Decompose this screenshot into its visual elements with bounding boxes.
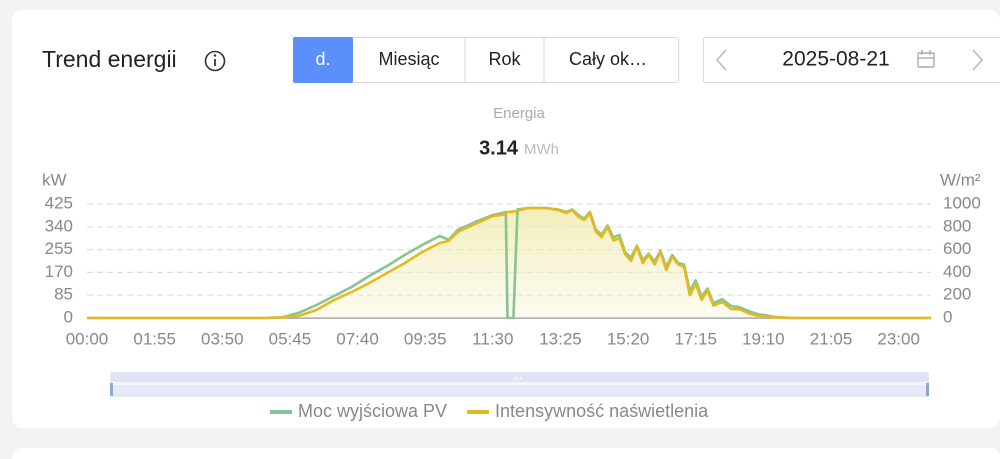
date-picker: 2025-08-21	[703, 37, 1000, 83]
summary-unit: MWh	[524, 141, 559, 158]
legend-label: Moc wyjściowa PV	[298, 401, 447, 421]
tab-active[interactable]	[293, 37, 353, 83]
y2-tick-label: 600	[943, 239, 971, 258]
next-arrow[interactable]	[972, 49, 984, 71]
y-tick-label: 0	[64, 307, 73, 326]
x-tick-label: 23:00	[877, 329, 920, 348]
card-title: Trend energii	[42, 46, 177, 72]
legend-label: Intensywność naświetlenia	[495, 401, 709, 421]
y2-tick-label: 400	[943, 262, 971, 281]
x-tick-label: 07:40	[336, 329, 379, 348]
y-tick-label: 85	[54, 285, 73, 304]
legend: Moc wyjściowa PV Intensywność naświetleni…	[270, 401, 709, 421]
y-tick-label: 255	[45, 239, 73, 258]
prev-arrow[interactable]	[715, 49, 727, 71]
tab[interactable]: Cały ok…	[569, 49, 647, 69]
x-tick-label: 19:10	[742, 329, 785, 348]
area	[87, 208, 931, 318]
x-tick-label: 00:00	[66, 329, 109, 348]
x-tick-label: 11:30	[472, 329, 513, 348]
summary-value: 3.14	[479, 137, 519, 159]
tab-group: d. Miesiąc Rok Cały ok…	[293, 37, 679, 83]
summary-label: Energia	[493, 105, 545, 122]
y2-tick-label: 1000	[943, 193, 981, 212]
x-tick-label: 17:15	[674, 329, 717, 348]
plot: 0 85 170 255 340 425 0 200 400 600 800 1000 00:00 01:…	[45, 193, 981, 348]
y2-tick-label: 0	[943, 307, 952, 326]
legend-item[interactable]: Moc wyjściowa PV	[270, 401, 447, 421]
y-tick-label: 425	[45, 193, 73, 212]
y2-axis-unit: W/m²	[940, 170, 981, 189]
x-tick-label: 09:35	[404, 329, 447, 348]
y-axis-unit: kW	[42, 170, 67, 189]
x-tick-label: 15:20	[607, 329, 650, 348]
zoom-slider[interactable]	[110, 372, 929, 397]
x-tick-label: 13:25	[539, 329, 582, 348]
x-tick-label: 05:45	[269, 329, 312, 348]
y-tick-label: 340	[45, 216, 73, 235]
date[interactable]: 2025-08-21	[782, 48, 889, 71]
x-tick-label: 03:50	[201, 329, 244, 348]
tab[interactable]: d.	[315, 49, 330, 69]
y2-tick-label: 800	[943, 216, 971, 235]
x-tick-label: 01:55	[133, 329, 176, 348]
calendar-icon[interactable]	[917, 50, 935, 68]
info-icon[interactable]	[204, 50, 226, 72]
x-tick-label: 21:05	[810, 329, 853, 348]
legend-item[interactable]: Intensywność naświetlenia	[467, 401, 709, 421]
tab[interactable]: Rok	[488, 49, 521, 69]
series-line	[87, 206, 931, 320]
next-card	[12, 448, 1000, 459]
tab[interactable]: Miesiąc	[378, 49, 439, 69]
y-tick-label: 170	[45, 262, 73, 281]
y2-tick-label: 200	[943, 285, 971, 304]
